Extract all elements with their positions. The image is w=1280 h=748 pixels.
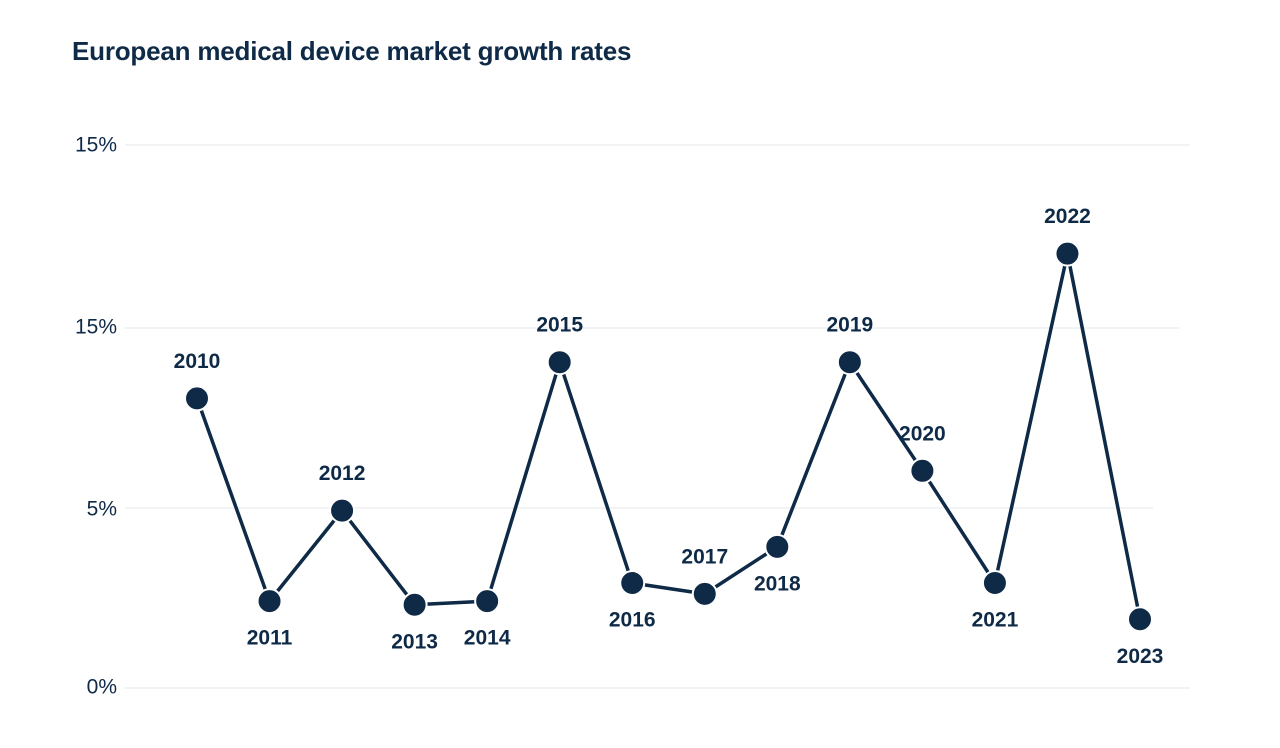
- data-label-2014: 2014: [464, 627, 511, 650]
- data-label-2020: 2020: [899, 422, 946, 445]
- series-line: [195, 251, 1142, 620]
- data-label-2010: 2010: [174, 350, 221, 373]
- data-point-2019: [836, 349, 863, 376]
- y-tick-label: 15%: [75, 316, 117, 339]
- data-point-2021: [981, 570, 1008, 597]
- y-tick-label: 0%: [87, 676, 117, 699]
- data-point-2010: [184, 385, 210, 412]
- data-point-2023: [1127, 606, 1153, 633]
- data-label-2015: 2015: [536, 314, 583, 337]
- data-label-2011: 2011: [247, 627, 293, 650]
- data-point-2016: [619, 570, 646, 597]
- data-point-2015: [546, 349, 573, 376]
- data-label-2022: 2022: [1044, 205, 1091, 228]
- data-label-2017: 2017: [681, 545, 728, 568]
- grid-layer: [125, 144, 1190, 689]
- data-point-2018: [764, 533, 791, 560]
- data-point-2022: [1054, 240, 1081, 267]
- y-tick-label: 5%: [87, 498, 117, 521]
- data-points: [184, 240, 1153, 633]
- data-label-2021: 2021: [972, 609, 1019, 632]
- data-label-2016: 2016: [609, 609, 656, 632]
- data-point-2017: [691, 580, 718, 607]
- data-label-2019: 2019: [826, 314, 873, 337]
- data-point-2020: [909, 457, 936, 484]
- data-label-2018: 2018: [754, 572, 801, 595]
- data-point-2011: [256, 588, 283, 615]
- data-point-2013: [401, 591, 428, 618]
- data-point-2014: [474, 588, 501, 615]
- data-label-2023: 2023: [1117, 645, 1164, 668]
- data-point-2012: [329, 497, 356, 524]
- y-axis-ticks: 0% 5% 15% 15%: [75, 134, 117, 699]
- chart-title: European medical device market growth ra…: [72, 36, 632, 66]
- y-tick-label: 15%: [75, 134, 117, 157]
- data-label-2012: 2012: [319, 462, 366, 485]
- data-label-2013: 2013: [391, 630, 438, 653]
- data-labels: 2010 2011 2012 2013 2014 2015 2016 2017 2018 2019…: [174, 205, 1164, 668]
